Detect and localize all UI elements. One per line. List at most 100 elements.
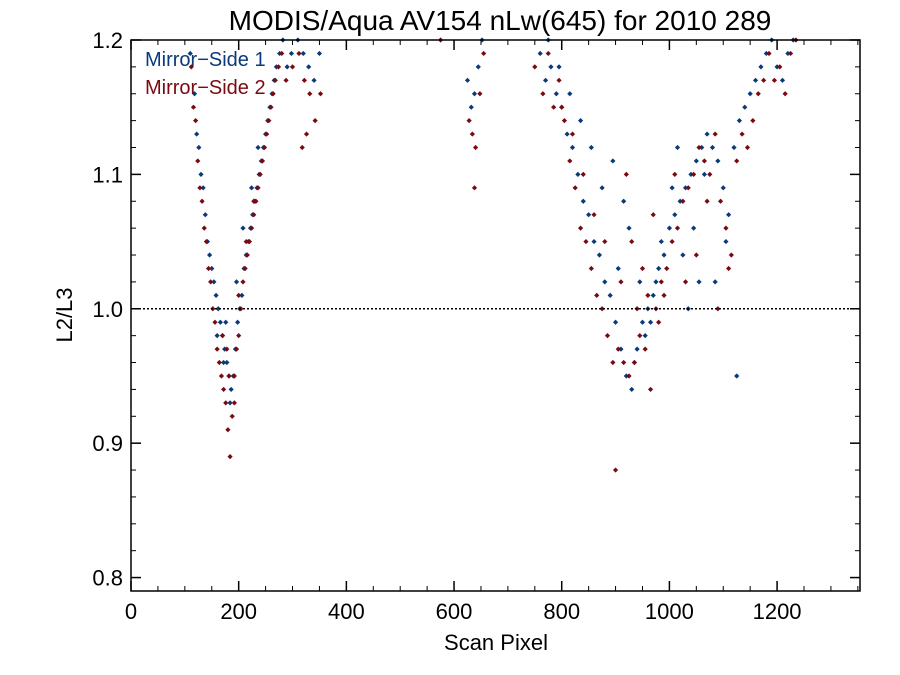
data-point-series-1: [747, 91, 753, 97]
data-point-series-2: [777, 64, 783, 70]
data-point-series-2: [626, 373, 632, 379]
data-point-series-2: [259, 158, 265, 164]
data-point-series-2: [771, 77, 777, 83]
data-point-series-2: [787, 50, 794, 57]
data-point-series-2: [532, 64, 538, 70]
data-point-series-2: [264, 131, 270, 137]
data-point-series-2: [201, 225, 207, 231]
data-point-series-2: [272, 77, 278, 83]
data-point-series-2: [279, 50, 285, 57]
data-point-series-1: [542, 77, 549, 83]
data-point-series-1: [311, 77, 317, 83]
data-point-series-1: [235, 319, 241, 325]
data-point-series-2: [631, 359, 638, 366]
data-point-series-1: [669, 185, 675, 191]
data-point-series-1: [672, 212, 678, 218]
data-point-series-2: [236, 292, 242, 298]
data-point-series-1: [207, 252, 213, 258]
data-point-series-1: [284, 64, 290, 70]
data-point-series-2: [637, 333, 643, 339]
axis-ticks: 0 200 400 600 800 1000 1200 0.8 0.9 1.0 1.1 1.2: [92, 28, 860, 624]
data-point-series-2: [296, 50, 302, 57]
data-point-series-2: [540, 91, 546, 97]
data-point-series-2: [583, 238, 589, 245]
data-point-series-1: [211, 279, 217, 285]
data-point-series-2: [682, 279, 689, 285]
data-point-series-1: [200, 185, 206, 191]
data-point-series-2: [691, 171, 697, 177]
data-point-series-2: [251, 198, 257, 204]
data-point-series-2: [225, 427, 231, 433]
data-point-series-2: [642, 346, 648, 352]
data-point-series-2: [270, 91, 276, 97]
data-point-series-2: [707, 171, 713, 177]
data-point-series-2: [190, 104, 197, 110]
data-point-series-1: [642, 333, 648, 339]
legend-series-1: Mirror−Side 1: [145, 49, 266, 71]
data-point-series-1: [228, 386, 234, 393]
x-tick-label: 200: [220, 599, 257, 624]
data-point-series-2: [618, 279, 624, 285]
data-point-series-1: [691, 225, 697, 231]
data-point-series-2: [301, 77, 307, 83]
data-point-series-2: [615, 346, 621, 352]
data-point-series-1: [288, 50, 295, 57]
data-point-series-2: [693, 252, 699, 258]
data-point-series-2: [251, 212, 257, 218]
data-point-series-2: [221, 386, 227, 393]
data-point-series-1: [736, 118, 742, 124]
data-point-series-2: [556, 77, 562, 83]
data-point-series-1: [214, 333, 220, 339]
data-point-series-2: [193, 118, 199, 124]
data-point-series-2: [750, 118, 756, 124]
data-point-series-2: [744, 144, 751, 151]
data-point-series-2: [471, 185, 478, 191]
y-tick-label: 0.8: [92, 566, 123, 591]
chart-title: MODIS/Aqua AV154 nLw(645) for 2010 289: [229, 5, 772, 36]
data-point-series-1: [217, 319, 223, 325]
data-point-series-2: [728, 252, 734, 258]
data-point-series-2: [602, 238, 608, 245]
data-point-series-2: [645, 292, 651, 298]
y-axis-label: L2/L3: [52, 287, 77, 342]
y-tick-label: 1.2: [92, 28, 123, 53]
legend: Mirror−Side 1 Mirror−Side 2: [145, 49, 266, 99]
data-point-series-2: [214, 346, 220, 352]
data-point-series-1: [209, 265, 215, 272]
data-point-series-2: [766, 50, 772, 57]
data-point-series-1: [239, 292, 245, 298]
data-point-series-2: [261, 144, 268, 151]
data-point-series-1: [715, 158, 721, 164]
data-point-series-1: [712, 279, 718, 285]
data-point-series-1: [577, 118, 584, 124]
data-point-series-2: [203, 238, 209, 245]
data-point-series-2: [218, 373, 225, 379]
data-point-series-2: [199, 198, 205, 204]
data-point-series-2: [723, 225, 729, 231]
data-point-series-2: [594, 292, 600, 298]
data-point-series-2: [726, 265, 732, 272]
data-point-series-2: [275, 64, 282, 70]
data-point-series-2: [658, 279, 664, 285]
legend-series-2: Mirror−Side 2: [145, 77, 266, 99]
data-point-series-2: [612, 467, 619, 473]
data-point-series-2: [283, 77, 289, 83]
data-point-series-2: [466, 118, 472, 124]
data-point-series-1: [758, 64, 764, 70]
data-point-series-2: [580, 171, 586, 177]
data-point-series-1: [661, 252, 667, 258]
data-point-series-1: [187, 50, 193, 57]
data-point-series-2: [661, 292, 667, 298]
data-point-series-2: [224, 346, 230, 352]
data-point-series-2: [307, 91, 313, 97]
data-point-series-1: [618, 346, 624, 352]
data-point-series-1: [696, 279, 702, 285]
data-point-series-2: [236, 333, 242, 339]
data-point-series-2: [223, 400, 229, 406]
x-tick-label: 1200: [753, 599, 802, 624]
data-point-series-1: [223, 319, 229, 325]
data-point-series-2: [559, 104, 565, 110]
data-point-series-2: [243, 238, 249, 245]
data-point-series-1: [693, 158, 699, 164]
data-point-series-2: [623, 171, 629, 177]
